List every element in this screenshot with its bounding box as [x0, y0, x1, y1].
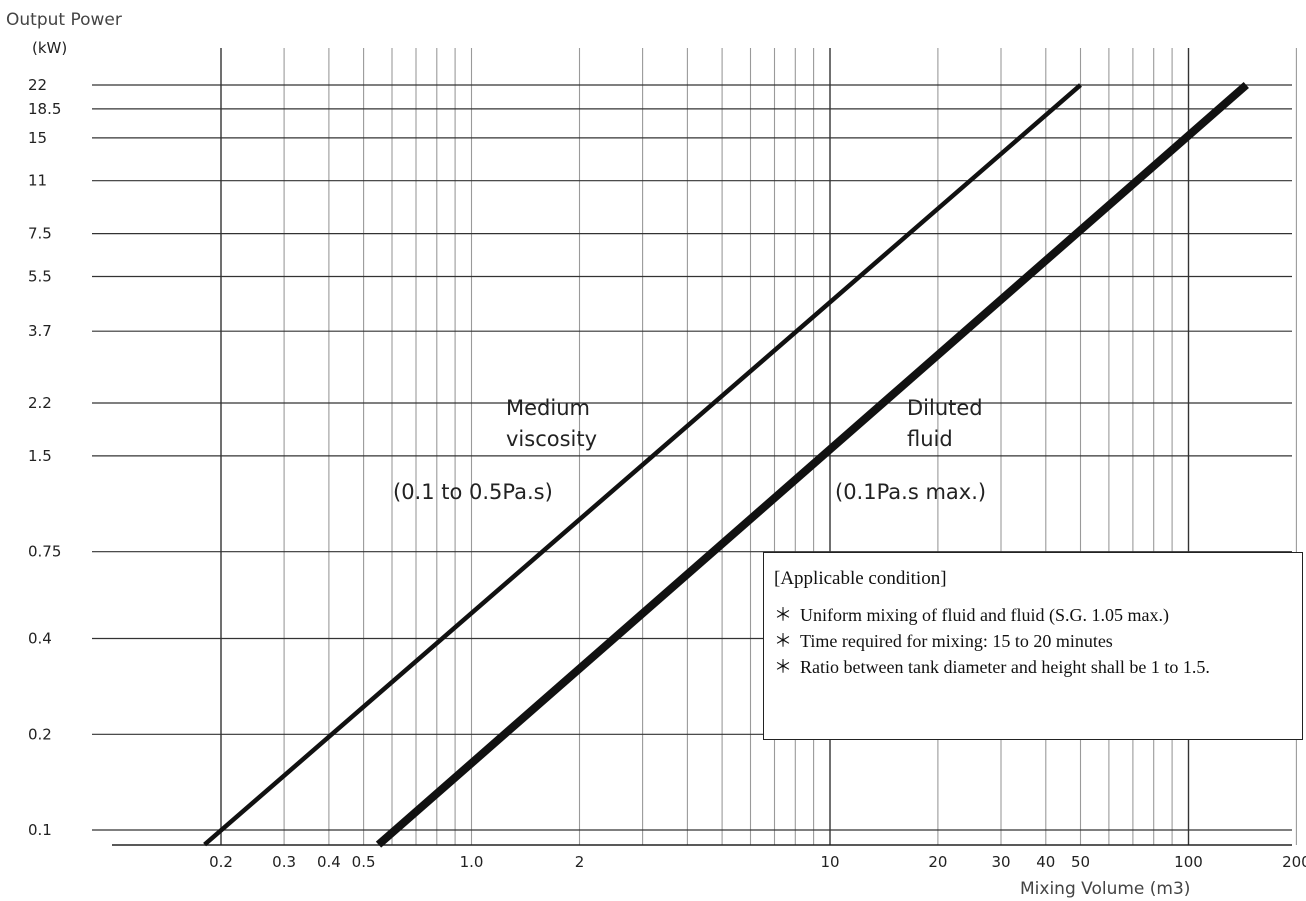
asterisk-icon: ＊ — [774, 631, 792, 651]
x-axis-title: Mixing Volume (m3) — [1020, 879, 1190, 899]
y-tick-label: 0.75 — [28, 543, 61, 561]
asterisk-icon: ＊ — [774, 605, 792, 625]
x-tick-label: 0.3 — [272, 853, 296, 871]
y-tick-label: 5.5 — [28, 268, 52, 286]
y-tick-label: 3.7 — [28, 322, 52, 340]
y-tick-label: 11 — [28, 172, 47, 190]
condition-text: Uniform mixing of fluid and fluid (S.G. … — [800, 605, 1169, 625]
y-axis-unit: (kW) — [32, 39, 67, 57]
x-tick-label: 200 — [1282, 853, 1306, 871]
y-tick-label: 15 — [28, 129, 47, 147]
annotation-medium-line1: Medium — [506, 396, 590, 420]
y-tick-label: 0.4 — [28, 630, 52, 648]
condition-item: ＊ Ratio between tank diameter and height … — [774, 655, 1294, 679]
series-group — [203, 81, 1249, 848]
condition-text: Time required for mixing: 15 to 20 minut… — [800, 631, 1113, 651]
annotation-medium-line2: viscosity — [506, 427, 597, 451]
y-tick-label: 0.1 — [28, 821, 52, 839]
x-tick-label: 100 — [1174, 853, 1203, 871]
annotation-diluted-range: (0.1Pa.s max.) — [835, 480, 986, 504]
labels-group: Output Power (kW) Mixing Volume (m3) Med… — [6, 10, 1306, 899]
applicable-condition-box: [Applicable condition] ＊ Uniform mixing o… — [763, 552, 1303, 740]
x-tick-label: 30 — [991, 853, 1010, 871]
x-tick-label: 20 — [928, 853, 947, 871]
series-line — [203, 83, 1082, 847]
y-tick-label: 2.2 — [28, 394, 52, 412]
annotation-medium-range: (0.1 to 0.5Pa.s) — [393, 480, 553, 504]
condition-item: ＊ Uniform mixing of fluid and fluid (S.G.… — [774, 603, 1294, 627]
y-axis-title: Output Power — [6, 10, 122, 30]
x-tick-label: 2 — [575, 853, 585, 871]
x-tick-label: 0.2 — [209, 853, 233, 871]
x-tick-label: 10 — [820, 853, 839, 871]
y-tick-label: 18.5 — [28, 100, 61, 118]
x-tick-label: 50 — [1071, 853, 1090, 871]
condition-item: ＊ Time required for mixing: 15 to 20 minu… — [774, 629, 1294, 653]
y-tick-label: 22 — [28, 76, 47, 94]
condition-text: Ratio between tank diameter and height s… — [800, 657, 1210, 677]
x-tick-label: 1.0 — [460, 853, 484, 871]
y-tick-label: 0.2 — [28, 725, 52, 743]
x-tick-label: 0.5 — [352, 853, 376, 871]
annotation-diluted-line1: Diluted — [907, 396, 983, 420]
series-line — [375, 81, 1249, 848]
x-tick-label: 40 — [1036, 853, 1055, 871]
asterisk-icon: ＊ — [774, 657, 792, 677]
y-tick-label: 7.5 — [28, 225, 52, 243]
y-tick-label: 1.5 — [28, 447, 52, 465]
x-tick-label: 0.4 — [317, 853, 341, 871]
applicable-condition-title: [Applicable condition] — [774, 568, 947, 589]
applicable-condition-list: ＊ Uniform mixing of fluid and fluid (S.G.… — [774, 603, 1294, 681]
annotation-diluted-line2: fluid — [907, 427, 953, 451]
